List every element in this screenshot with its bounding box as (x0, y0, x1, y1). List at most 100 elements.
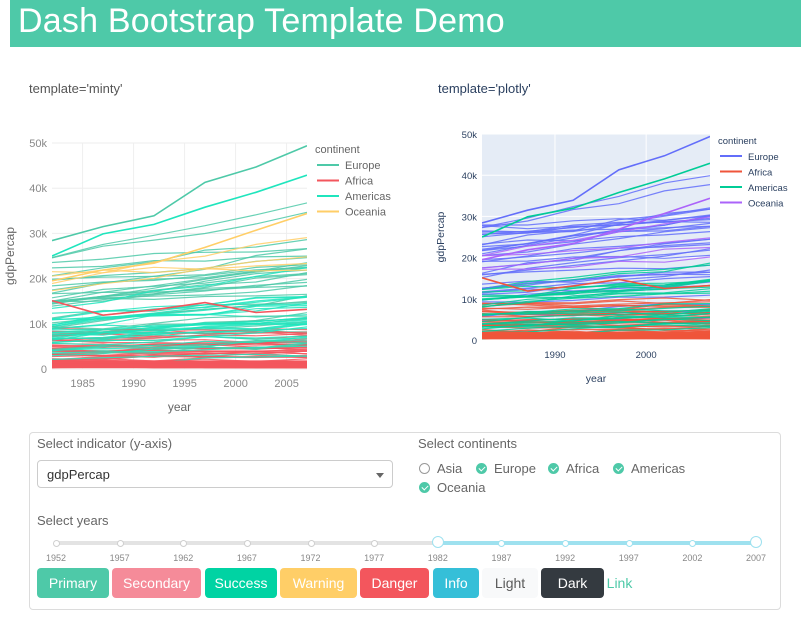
continent-checkbox-africa[interactable] (548, 463, 559, 474)
continent-checkbox-europe[interactable] (476, 463, 487, 474)
background-trace (482, 237, 710, 257)
light-button[interactable]: Light (482, 568, 538, 598)
legend-item-africa: Africa (345, 176, 374, 188)
background-trace (482, 280, 710, 293)
indicator-label: Select indicator (y-axis) (37, 436, 173, 451)
background-trace (52, 237, 307, 285)
background-trace (52, 335, 307, 346)
background-trace (482, 305, 710, 315)
background-trace (482, 271, 710, 289)
danger-button[interactable]: Danger (360, 568, 429, 598)
controls-card: Select indicator (y-axis) gdpPercap Sele… (29, 432, 781, 610)
background-trace (482, 246, 710, 269)
background-trace (482, 264, 710, 290)
slider-dot-1977[interactable] (371, 540, 379, 547)
slider-mark-1962[interactable]: 1962 (173, 553, 194, 563)
primary-button[interactable]: Primary (37, 568, 109, 598)
slider-mark-1972[interactable]: 1972 (300, 553, 321, 563)
plotly-line-chart[interactable]: 0 10k 20k 30k 40k 50k 1990 2000 year gdpPercap con… (404, 120, 804, 390)
background-trace (52, 273, 307, 299)
slider-dot-1987[interactable] (498, 540, 506, 547)
background-trace (482, 249, 710, 279)
slider-mark-2002[interactable]: 2002 (682, 553, 703, 563)
continent-label-americas: Americas (631, 461, 686, 476)
slider-mark-1987[interactable]: 1987 (491, 553, 512, 563)
legend-item-europe: Europe (748, 152, 779, 163)
background-trace (52, 302, 307, 321)
series-line-americas (52, 174, 307, 257)
right-template-label: template='plotly' (438, 81, 531, 96)
background-traces (482, 135, 710, 340)
series-line-europe (482, 135, 710, 224)
slider-mark-1952[interactable]: 1952 (45, 553, 67, 563)
background-trace (52, 353, 307, 360)
background-trace (482, 231, 710, 245)
x-tick-label: 1985 (70, 378, 94, 390)
x-tick-label: 2005 (274, 378, 298, 390)
background-trace (482, 262, 710, 290)
app-header: Dash Bootstrap Template Demo (10, 0, 801, 47)
continent-checkbox-asia[interactable] (419, 463, 430, 474)
series-line-oceania (482, 197, 710, 261)
chevron-down-icon[interactable] (376, 473, 384, 478)
slider-mark-2007[interactable]: 2007 (745, 553, 767, 563)
warning-button[interactable]: Warning (280, 568, 357, 598)
background-trace (52, 285, 307, 302)
background-trace (482, 225, 710, 248)
info-button[interactable]: Info (433, 568, 479, 598)
indicator-value: gdpPercap (47, 467, 110, 482)
slider-mark-1957[interactable]: 1957 (109, 553, 130, 563)
secondary-button[interactable]: Secondary (112, 568, 201, 598)
years-label: Select years (37, 513, 109, 528)
slider-dot-1972[interactable] (307, 540, 315, 547)
y-axis-label: gdpPercap (3, 227, 17, 285)
slider-mark-1967[interactable]: 1967 (236, 553, 257, 563)
slider-mark-1977[interactable]: 1977 (364, 553, 385, 563)
background-trace (52, 262, 307, 303)
background-trace (482, 322, 710, 332)
background-traces (52, 144, 307, 369)
slider-dot-1957[interactable] (116, 540, 124, 547)
background-trace (52, 202, 307, 259)
y-tick-label: 30k (462, 212, 478, 223)
continent-checkbox-americas[interactable] (613, 463, 624, 474)
link-button[interactable]: Link (606, 575, 633, 591)
slider-mark-1992[interactable]: 1992 (555, 553, 576, 563)
slider-dot-1962[interactable] (180, 540, 188, 547)
background-trace (52, 281, 307, 303)
slider-selected-track[interactable] (437, 541, 755, 545)
success-button[interactable]: Success (205, 568, 277, 598)
continent-checkbox-oceania[interactable] (419, 482, 430, 493)
legend-item-africa: Africa (748, 168, 773, 179)
dark-button[interactable]: Dark (541, 568, 604, 598)
year-range-slider[interactable]: 1952 1957 1962 1967 1972 1977 1982 1987 1992 1997… (46, 536, 766, 567)
minty-line-chart[interactable]: 0 10k 20k 30k 40k 50k 1985 1990 1995 2000 2005 year… (0, 120, 400, 420)
slider-handle-end[interactable] (750, 536, 762, 548)
slider-dot-1952[interactable] (53, 540, 60, 547)
background-trace (52, 211, 307, 259)
slider-rail[interactable] (56, 541, 756, 545)
slider-handle-start[interactable] (431, 536, 444, 548)
x-tick-label: 1990 (121, 378, 145, 390)
slider-mark-1997[interactable]: 1997 (618, 553, 639, 563)
background-trace (52, 256, 307, 292)
slider-dot-1997[interactable] (625, 540, 633, 547)
slider-mark-1982[interactable]: 1982 (427, 553, 448, 563)
background-trace (52, 335, 307, 343)
slider-dot-1967[interactable] (243, 540, 251, 547)
background-trace (482, 254, 710, 262)
background-trace (482, 302, 710, 308)
background-trace (482, 215, 710, 235)
x-tick-label: 2000 (636, 350, 657, 361)
background-trace (52, 266, 307, 309)
legend-item-europe: Europe (345, 160, 380, 172)
legend-title: continent (315, 144, 360, 156)
continent-label-africa: Africa (566, 461, 600, 476)
chart-svg: 0 10k 20k 30k 40k 50k 1985 1990 1995 2000 2005 year… (3, 138, 391, 414)
slider-dot-1992[interactable] (562, 540, 570, 547)
background-trace (52, 322, 307, 340)
x-tick-label: 1995 (172, 378, 196, 390)
slider-dot-2002[interactable] (689, 540, 697, 547)
y-tick-label: 0 (472, 336, 477, 347)
indicator-dropdown[interactable]: gdpPercap (37, 460, 393, 488)
